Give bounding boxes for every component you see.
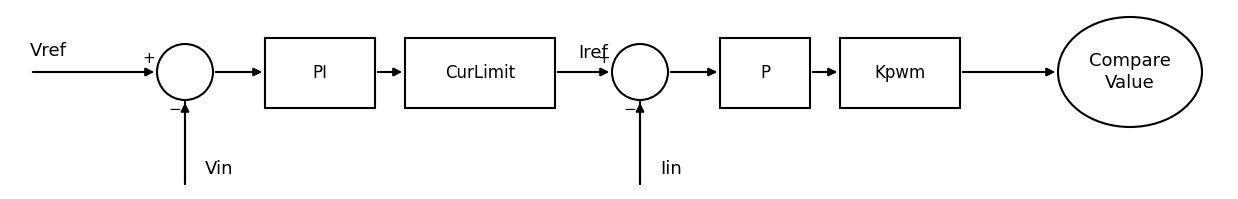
Bar <box>265 38 375 108</box>
Text: CurLimit: CurLimit <box>444 64 515 82</box>
Text: −: − <box>623 102 636 117</box>
Text: Iref: Iref <box>578 44 608 62</box>
Text: Kpwm: Kpwm <box>874 64 926 82</box>
Text: Iin: Iin <box>660 160 682 178</box>
Text: Vref: Vref <box>30 42 67 60</box>
Text: +: + <box>597 51 610 66</box>
Text: PI: PI <box>312 64 328 82</box>
Bar <box>405 38 555 108</box>
Bar <box>721 38 810 108</box>
Bar <box>841 38 959 108</box>
Text: Vin: Vin <box>206 160 234 178</box>
Text: P: P <box>760 64 770 82</box>
Text: +: + <box>142 51 155 66</box>
Text: Compare
Value: Compare Value <box>1089 52 1171 92</box>
Text: −: − <box>168 102 181 117</box>
